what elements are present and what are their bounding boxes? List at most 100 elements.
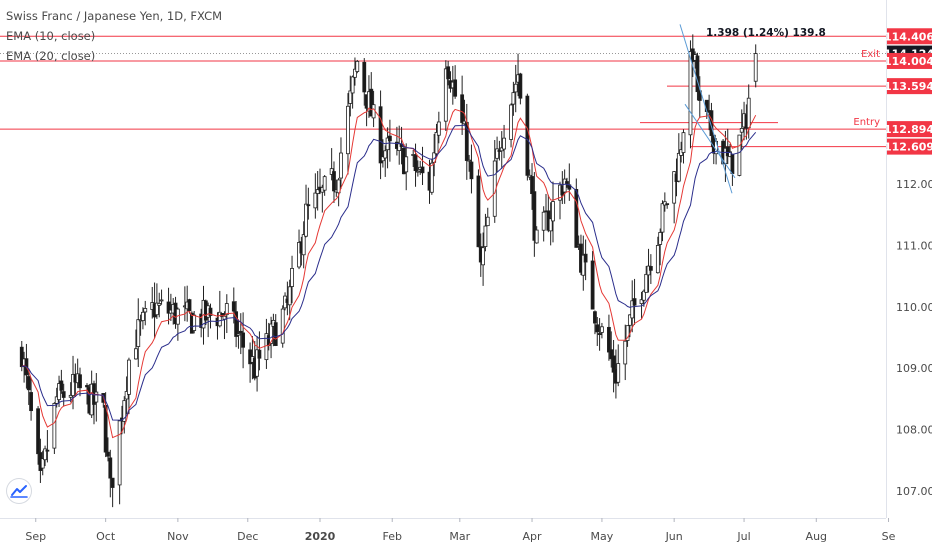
time-tick-label: Se [882,530,896,543]
candle-up [434,132,439,155]
candle-down [420,166,425,174]
candle-down [725,146,730,157]
price-label: 114.406 [884,30,932,43]
time-tick-label: 2020 [305,530,336,543]
candle-down [29,392,33,412]
candle-up [68,394,73,398]
candle-up [495,148,499,159]
candle-up [481,247,486,266]
candle-up [269,323,273,344]
candle-down [632,298,637,306]
candle-up [54,396,59,404]
price-tick-label: 112.000 [896,178,932,191]
candle-down [273,322,278,346]
candle-up [600,326,604,333]
candle-up [746,97,751,129]
candle-up [313,192,318,209]
candle-up [290,268,294,287]
candle-up [443,68,448,122]
candle-up [159,299,164,302]
candle-down [413,154,418,172]
candle-up [415,170,420,173]
candle-down [518,73,523,99]
candle-up [355,60,360,72]
time-tick-label: Jun [665,530,683,543]
candle-down [469,161,474,180]
price-tick-label: 109.000 [896,362,932,375]
candle-up [297,241,301,268]
ema20-line [21,124,757,421]
candle-down [78,374,82,389]
candle-down [565,181,569,185]
candle-up [737,134,742,176]
price-label: 112.609 [884,141,932,154]
price-label-box [887,52,932,69]
candle-up [541,211,546,231]
candle-down [453,79,458,97]
horizontal-levels: Exit Entry [0,35,886,148]
candle-down [26,376,31,391]
price-tick-label: 111.000 [896,239,932,252]
candle-up [534,229,539,244]
candle-down [332,171,336,192]
price-label: 112.894 [884,123,932,136]
candle-up [623,340,628,365]
price-tick-label: 108.000 [896,424,932,437]
time-tick-label: Feb [382,530,401,543]
candle-up [348,90,353,104]
trendline-lower [684,103,736,179]
candle-down [85,385,89,388]
candle-up [467,159,472,162]
time-tick-label: May [591,530,614,543]
candle-up [509,104,513,140]
candles [19,34,758,508]
candle-up [236,333,241,336]
candle-up [655,245,660,274]
candle-down [595,324,600,333]
ema-lines [21,107,757,439]
candle-down [103,405,108,453]
candle-down [597,333,602,336]
candle-up [117,420,122,486]
candle-up [43,448,47,461]
candle-up [658,232,663,245]
candle-up [371,104,376,119]
candle-down [257,349,262,359]
time-axis: Sep Oct Nov Dec 2020 Feb Mar Apr May Jun Jul Aug Se [0,518,896,543]
candle-up [353,68,357,78]
ema10-line [21,107,757,439]
candle-up [562,178,567,193]
candle-up [141,311,145,321]
candle-up [688,51,693,136]
price-label-box [887,28,932,45]
candle-up [641,290,646,301]
time-tick-label: Oct [96,530,116,543]
candle-down [525,95,530,176]
candle-down [665,203,670,206]
candle-up [485,216,490,227]
candle-up [124,391,129,400]
ema20-legend[interactable]: EMA (20, close) [6,49,96,63]
candle-down [609,349,614,360]
candle-down [607,326,611,353]
candle-up [483,225,488,248]
candle-up [639,299,644,305]
candle-down [234,311,239,337]
time-tick-label: Dec [237,530,258,543]
candle-up [346,105,350,155]
candle-down [369,88,374,117]
ema10-legend[interactable]: EMA (10, close) [6,29,96,43]
candle-up [71,374,75,397]
candle-up [672,171,677,204]
candle-up [511,92,516,105]
tradingview-logo-icon[interactable] [7,479,31,503]
candle-up [581,254,586,276]
candle-up [739,128,744,133]
trendline-upper [679,24,733,194]
candle-down [530,176,534,195]
candle-up [134,348,138,360]
candle-up [192,314,197,331]
candle-up [154,302,159,316]
candle-down [476,175,481,248]
